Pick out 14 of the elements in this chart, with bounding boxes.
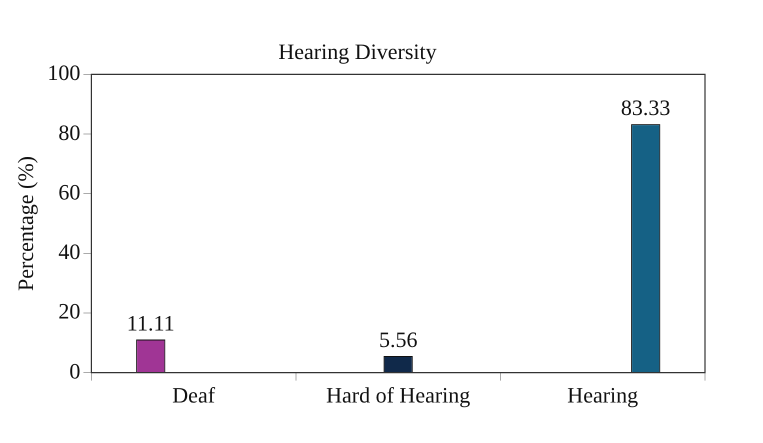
data-label: 5.56 <box>378 326 418 352</box>
data-label: 83.33 <box>620 94 670 120</box>
x-tick-label: Hard of Hearing <box>326 382 470 408</box>
x-tick-label: Hearing <box>567 382 638 408</box>
y-axis-title: Percentage (%) <box>12 156 38 291</box>
y-tick-label: 80 <box>58 120 80 145</box>
x-tick-label: Deaf <box>172 382 216 408</box>
y-tick-label: 0 <box>69 358 80 384</box>
y-tick-label: 20 <box>58 298 80 324</box>
y-tick-label: 40 <box>58 239 80 264</box>
y-tick-label: 60 <box>58 179 80 204</box>
chart-title: Hearing Diversity <box>278 38 437 64</box>
data-label: 11.11 <box>126 310 175 336</box>
y-tick-label: 100 <box>47 60 80 86</box>
